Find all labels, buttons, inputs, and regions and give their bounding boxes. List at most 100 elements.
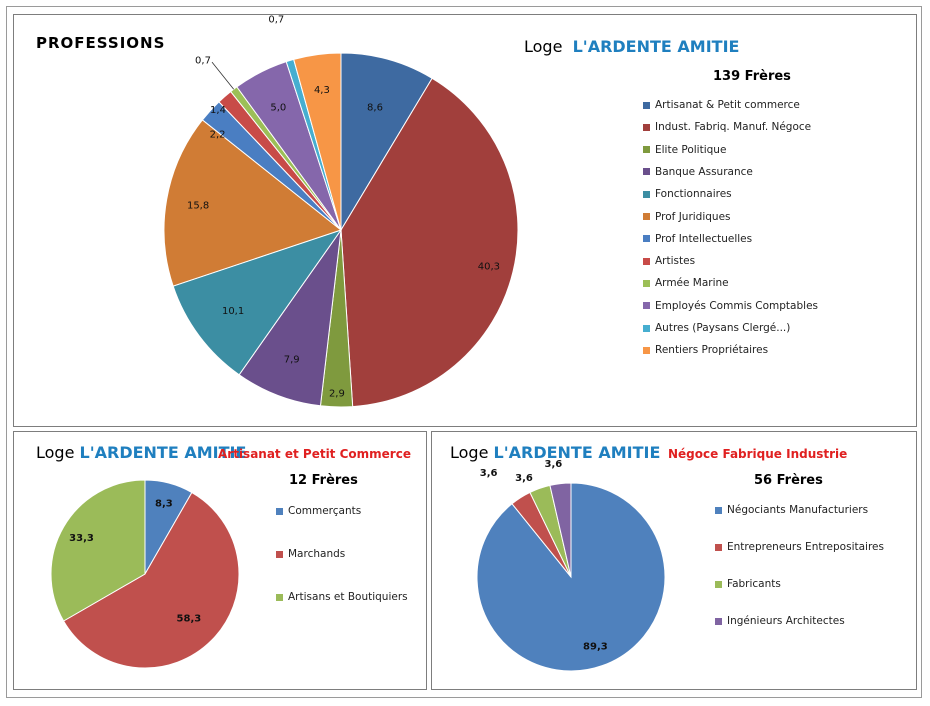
- pie-slice-fonctionnaires: [172, 229, 343, 376]
- legend-swatch: [715, 543, 722, 551]
- legend-swatch: [276, 507, 283, 515]
- data-label-armee-marine: 0,7: [195, 56, 211, 67]
- data-label-prof-juridiques: 15,8: [187, 200, 209, 211]
- pie-main: 8,6 40,3 2,9 7,9 10,1 15,8 2,2 1,4 0,7 5,0 0,7 4,3: [163, 15, 519, 408]
- loge-prefix: Loge: [450, 443, 489, 462]
- legend-swatch: [643, 123, 650, 131]
- chart-subtitle: Artisanat et Petit Commerce: [218, 447, 411, 461]
- legend-swatch: [643, 213, 650, 220]
- legend-swatch: [715, 580, 722, 588]
- data-label-artistes: 1,4: [210, 105, 226, 116]
- legend-swatch: [643, 146, 650, 154]
- data-label-fonctionnaires: 10,1: [222, 306, 244, 317]
- data-label-prof-intellectuelles: 2,2: [210, 129, 226, 140]
- legend-swatch: [643, 168, 650, 176]
- count-label: 139 Frères: [713, 69, 791, 84]
- legend-swatch: [643, 235, 650, 243]
- legend-item-entrepreneurs-entrepositaires: Entrepreneurs Entrepositaires: [715, 541, 884, 553]
- loge-heading: Loge L'ARDENTE AMITIE: [450, 443, 660, 462]
- count-label: 12 Frères: [289, 473, 358, 488]
- legend-label: Employés Commis Comptables: [655, 299, 819, 312]
- data-label-marchands: 58,3: [177, 613, 202, 624]
- legend-swatch: [643, 190, 650, 198]
- pie-slice-indust-fabriq-manuf-negoce: [340, 77, 519, 408]
- loge-prefix: Loge: [36, 443, 75, 462]
- professions-panel: PROFESSIONS Loge L'ARDENTE AMITIE 139 Fr…: [13, 14, 917, 427]
- legend-label: Commerçants: [288, 505, 362, 517]
- legend-item-fonctionnaires: Fonctionnaires: [643, 188, 732, 200]
- legend-label: Marchands: [288, 548, 346, 560]
- legend-label: Fabricants: [727, 578, 781, 590]
- data-label-indust-fabriq-manuf-negoce: 40,3: [478, 261, 500, 272]
- legend-swatch: [643, 346, 650, 354]
- legend-item-armee-marine: Armée Marine: [643, 277, 729, 289]
- loge-heading: Loge L'ARDENTE AMITIE: [524, 37, 739, 56]
- pie-artisanat: 8,3 58,3 33,3: [50, 479, 240, 669]
- legend-swatch: [643, 324, 650, 332]
- outer-frame: [6, 6, 922, 698]
- legend-item-prof-juridiques: Prof Juridiques: [643, 211, 731, 223]
- legend-swatch: [715, 617, 722, 625]
- data-label-commercants: 8,3: [155, 499, 173, 510]
- legend-item-commercants: Commerçants: [276, 505, 361, 517]
- legend-label: Fonctionnaires: [655, 188, 732, 201]
- pie-slice-artisans-et-boutiquiers: [50, 479, 146, 622]
- legend-item-employes-commis-comptables: Employés Commis Comptables: [643, 300, 818, 312]
- legend-swatch: [643, 101, 650, 109]
- legend-item-artisans-et-boutiquiers: Artisans et Boutiquiers: [276, 591, 408, 603]
- count-label: 56 Frères: [754, 473, 823, 488]
- legend-item-banque-assurance: Banque Assurance: [643, 166, 753, 178]
- data-label-fabricants: 3,6: [515, 473, 533, 484]
- loge-prefix: Loge: [524, 37, 563, 56]
- legend-item-negociants-manufacturiers: Négociants Manufacturiers: [715, 504, 868, 516]
- loge-name: L'ARDENTE AMITIE: [572, 37, 740, 56]
- data-label-autres-paysans-clerge: 0,7: [268, 15, 284, 26]
- data-label-employes-commis-comptables: 5,0: [270, 103, 286, 114]
- data-label-rentiers-proprietaires: 4,3: [314, 85, 330, 96]
- legend-item-fabricants: Fabricants: [715, 578, 781, 590]
- pie-slice-ingenieurs-architectes: [549, 482, 572, 578]
- legend-item-marchands: Marchands: [276, 548, 345, 560]
- legend-swatch: [715, 506, 722, 514]
- pie-negoce: 89,3 3,6 3,6 3,6: [476, 459, 666, 672]
- legend-label: Elite Politique: [655, 143, 727, 156]
- legend-swatch: [643, 279, 650, 287]
- legend-label: Artisanat & Petit commerce: [655, 99, 800, 111]
- pie-slice-artisanat-petit-commerce: [340, 52, 433, 232]
- legend-label: Banque Assurance: [655, 165, 753, 178]
- data-label-artisans-et-boutiquiers: 33,3: [69, 533, 94, 544]
- chart-title: PROFESSIONS: [36, 34, 166, 52]
- legend-swatch: [276, 593, 283, 601]
- pie-slice-rentiers-proprietaires: [293, 52, 342, 231]
- pie-slice-marchands: [62, 491, 240, 669]
- loge-heading: Loge L'ARDENTE AMITIE: [36, 443, 246, 462]
- legend-item-ingenieurs-architectes: Ingénieurs Architectes: [715, 615, 845, 627]
- legend-label: Prof Intellectuelles: [655, 232, 753, 245]
- data-label-negociants-manufacturiers: 89,3: [583, 642, 608, 653]
- legend-label: Autres (Paysans Clergé...): [655, 322, 791, 334]
- legend-item-indust-fabriq-manuf-negoce: Indust. Fabriq. Manuf. Négoce: [643, 121, 811, 133]
- chart-subtitle: Négoce Fabrique Industrie: [668, 447, 848, 461]
- legend-swatch: [643, 257, 650, 265]
- loge-name: L'ARDENTE AMITIE: [79, 443, 247, 462]
- data-label-ingenieurs-architectes: 3,6: [545, 459, 563, 470]
- data-label-elite-politique: 2,9: [329, 388, 345, 399]
- legend-item-prof-intellectuelles: Prof Intellectuelles: [643, 233, 752, 245]
- legend-item-autres-paysans-clerge: Autres (Paysans Clergé...): [643, 322, 790, 334]
- legend-item-artistes: Artistes: [643, 255, 695, 267]
- leader-line: [211, 61, 235, 90]
- legend-item-artisanat-petit-commerce: Artisanat & Petit commerce: [643, 99, 800, 111]
- legend-label: Prof Juridiques: [655, 210, 731, 223]
- data-label-banque-assurance: 7,9: [284, 355, 300, 366]
- legend-label: Rentiers Propriétaires: [655, 344, 769, 357]
- legend-swatch: [276, 550, 283, 558]
- legend-label: Artisans et Boutiquiers: [288, 591, 408, 603]
- legend-label: Armée Marine: [655, 277, 729, 290]
- legend-swatch: [643, 302, 650, 310]
- legend-label: Entrepreneurs Entrepositaires: [727, 541, 884, 553]
- legend-label: Indust. Fabriq. Manuf. Négoce: [655, 121, 812, 134]
- legend-label: Ingénieurs Architectes: [727, 615, 845, 627]
- legend-item-rentiers-proprietaires: Rentiers Propriétaires: [643, 344, 768, 356]
- data-label-artisanat-petit-commerce: 8,6: [367, 103, 383, 114]
